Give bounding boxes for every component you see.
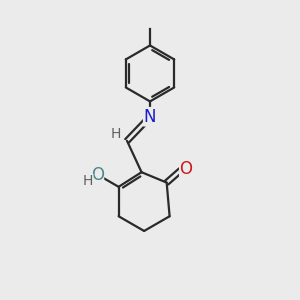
Text: N: N	[144, 108, 156, 126]
Text: O: O	[179, 160, 192, 178]
Text: O: O	[91, 166, 104, 184]
Text: H: H	[83, 174, 93, 188]
Text: H: H	[111, 128, 121, 141]
